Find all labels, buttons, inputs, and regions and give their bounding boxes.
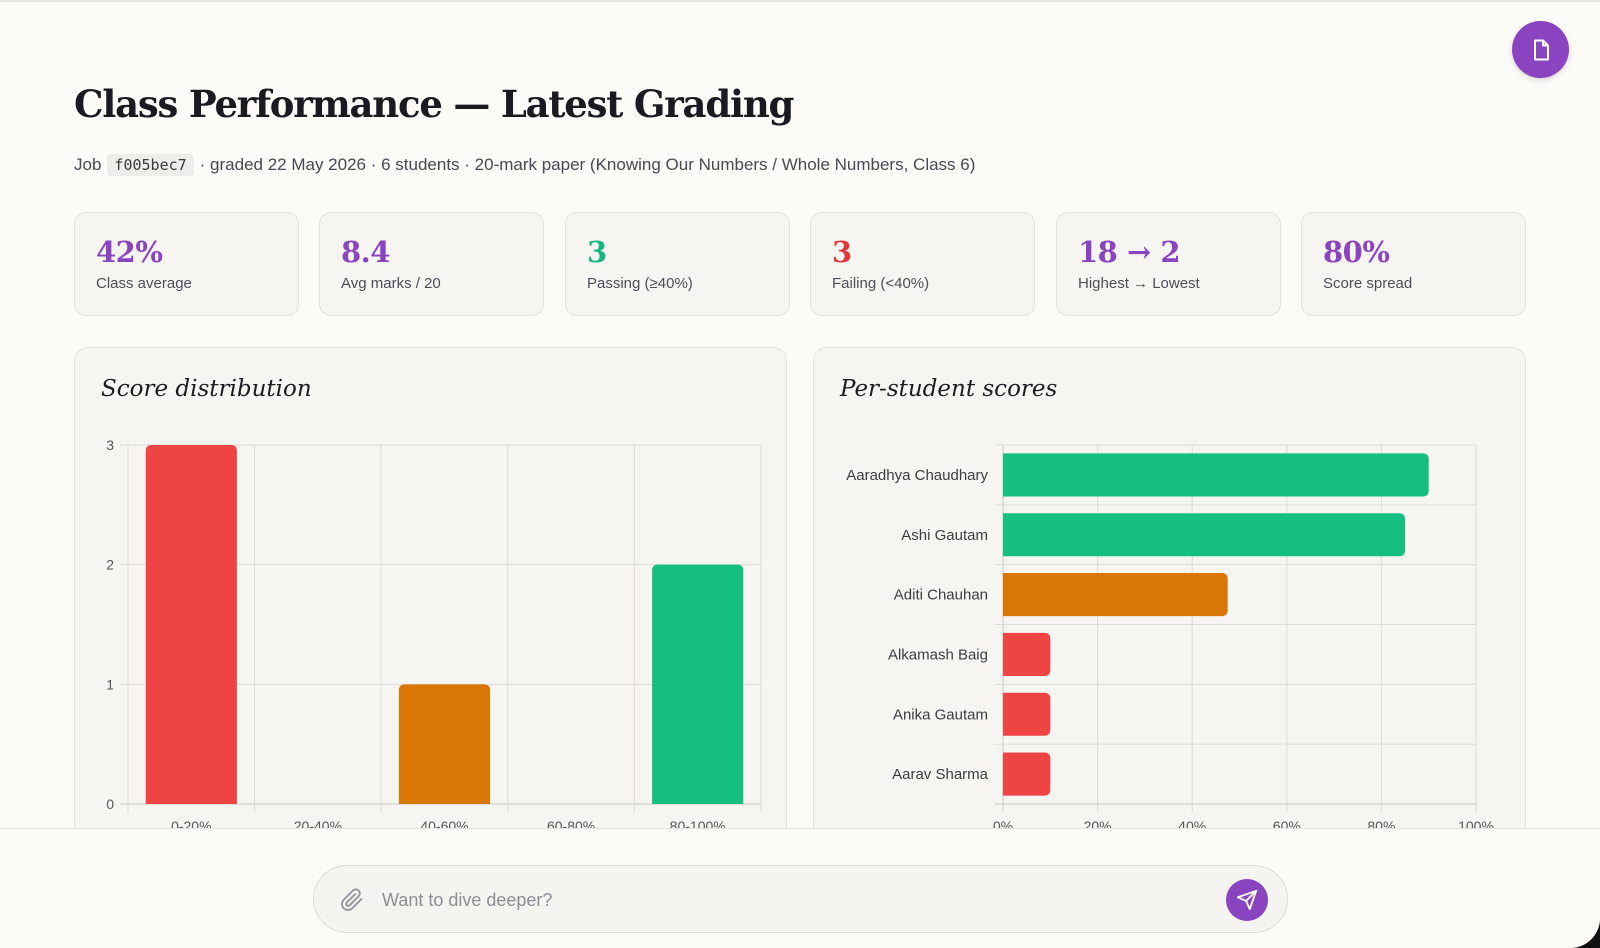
stat-label: Failing (<40%) [832,275,930,292]
attach-button[interactable] [340,888,364,916]
student-name-label: Aaradhya Chaudhary [846,467,988,484]
send-button[interactable] [1226,879,1268,921]
student-name-label: Aarav Sharma [892,766,989,783]
student-score-bar [1003,573,1228,617]
page-title: Class Performance — Latest Grading [74,82,794,126]
report-content: Class Performance — Latest Grading Job f… [0,2,1600,828]
job-id: f005bec7 [107,154,194,176]
student-score-bar [1003,752,1051,796]
stat-value: 3 [832,235,852,269]
x-tick-label: 80% [1367,818,1395,828]
y-tick-label: 1 [106,676,114,692]
per-student-scores-card: Per-student scores 0% 20% 40% 60% 80% 100% Aar… [813,347,1526,828]
stat-label: Highest → Lowest [1078,275,1200,292]
x-tick-label: 20-40% [294,818,342,828]
y-tick-label: 3 [106,437,114,453]
x-tick-label: 20% [1084,818,1112,828]
student-name-label: Ashi Gautam [901,527,988,544]
stat-card-score-spread: 80% Score spread [1301,212,1526,316]
stat-value: 80% [1323,235,1390,269]
paperclip-icon [341,888,363,911]
job-details: · graded 22 May 2026 · 6 students · 20-m… [199,155,976,174]
stat-label: Class average [96,275,192,292]
per-student-scores-chart: 0% 20% 40% 60% 80% 100% Aaradhya Chaudhary Ashi… [846,444,1494,828]
stat-value: 18 → 2 [1078,235,1181,269]
distribution-bar [652,564,744,804]
stat-label: Passing (≥40%) [587,275,693,292]
distribution-bar [145,445,237,804]
x-tick-label: 40-60% [420,818,468,828]
student-name-label: Alkamash Baig [888,646,988,663]
x-tick-label: 0% [993,818,1013,828]
score-distribution-card: Score distribution 0 1 2 3 0-20% 20-40% 40-60%… [74,347,787,828]
x-tick-label: 60% [1273,818,1301,828]
stat-value: 8.4 [341,235,390,269]
stat-label: Score spread [1323,275,1413,292]
student-score-bar [1003,453,1429,497]
stat-card-failing: 3 Failing (<40%) [810,212,1035,316]
job-subtitle: Job f005bec7 · graded 22 May 2026 · 6 st… [74,154,975,176]
export-report-button[interactable] [1512,21,1569,78]
stat-card-class-average: 42% Class average [74,212,299,316]
stat-value: 3 [587,235,607,269]
stat-card-highest-lowest: 18 → 2 Highest → Lowest [1056,212,1281,316]
stat-label: Avg marks / 20 [341,275,441,292]
x-tick-label: 60-80% [547,818,595,828]
distribution-bar [398,684,491,804]
score-distribution-chart: 0 1 2 3 0-20% 20-40% 40-60% 60-80% 80-100% [106,437,762,828]
chart-title: Score distribution [101,376,312,402]
student-score-bar [1003,632,1051,676]
student-score-bar [1003,513,1406,557]
student-name-label: Anika Gautam [893,706,988,723]
document-icon [1533,39,1549,60]
chat-input-bar [313,865,1288,933]
stat-value: 42% [96,235,163,269]
stat-card-avg-marks: 8.4 Avg marks / 20 [319,212,544,316]
stat-card-passing: 3 Passing (≥40%) [565,212,790,316]
x-tick-label: 80-100% [670,818,726,828]
x-tick-label: 0-20% [171,818,211,828]
x-tick-label: 40% [1178,818,1206,828]
y-tick-label: 2 [106,557,114,573]
send-icon [1236,889,1258,911]
chat-input[interactable] [382,880,1202,920]
student-score-bar [1003,692,1051,736]
student-name-label: Aditi Chauhan [894,587,988,604]
chat-footer [0,828,1600,948]
chart-title: Per-student scores [840,376,1058,402]
job-label: Job [74,155,102,174]
x-tick-label: 100% [1458,818,1494,828]
y-tick-label: 0 [106,796,114,812]
